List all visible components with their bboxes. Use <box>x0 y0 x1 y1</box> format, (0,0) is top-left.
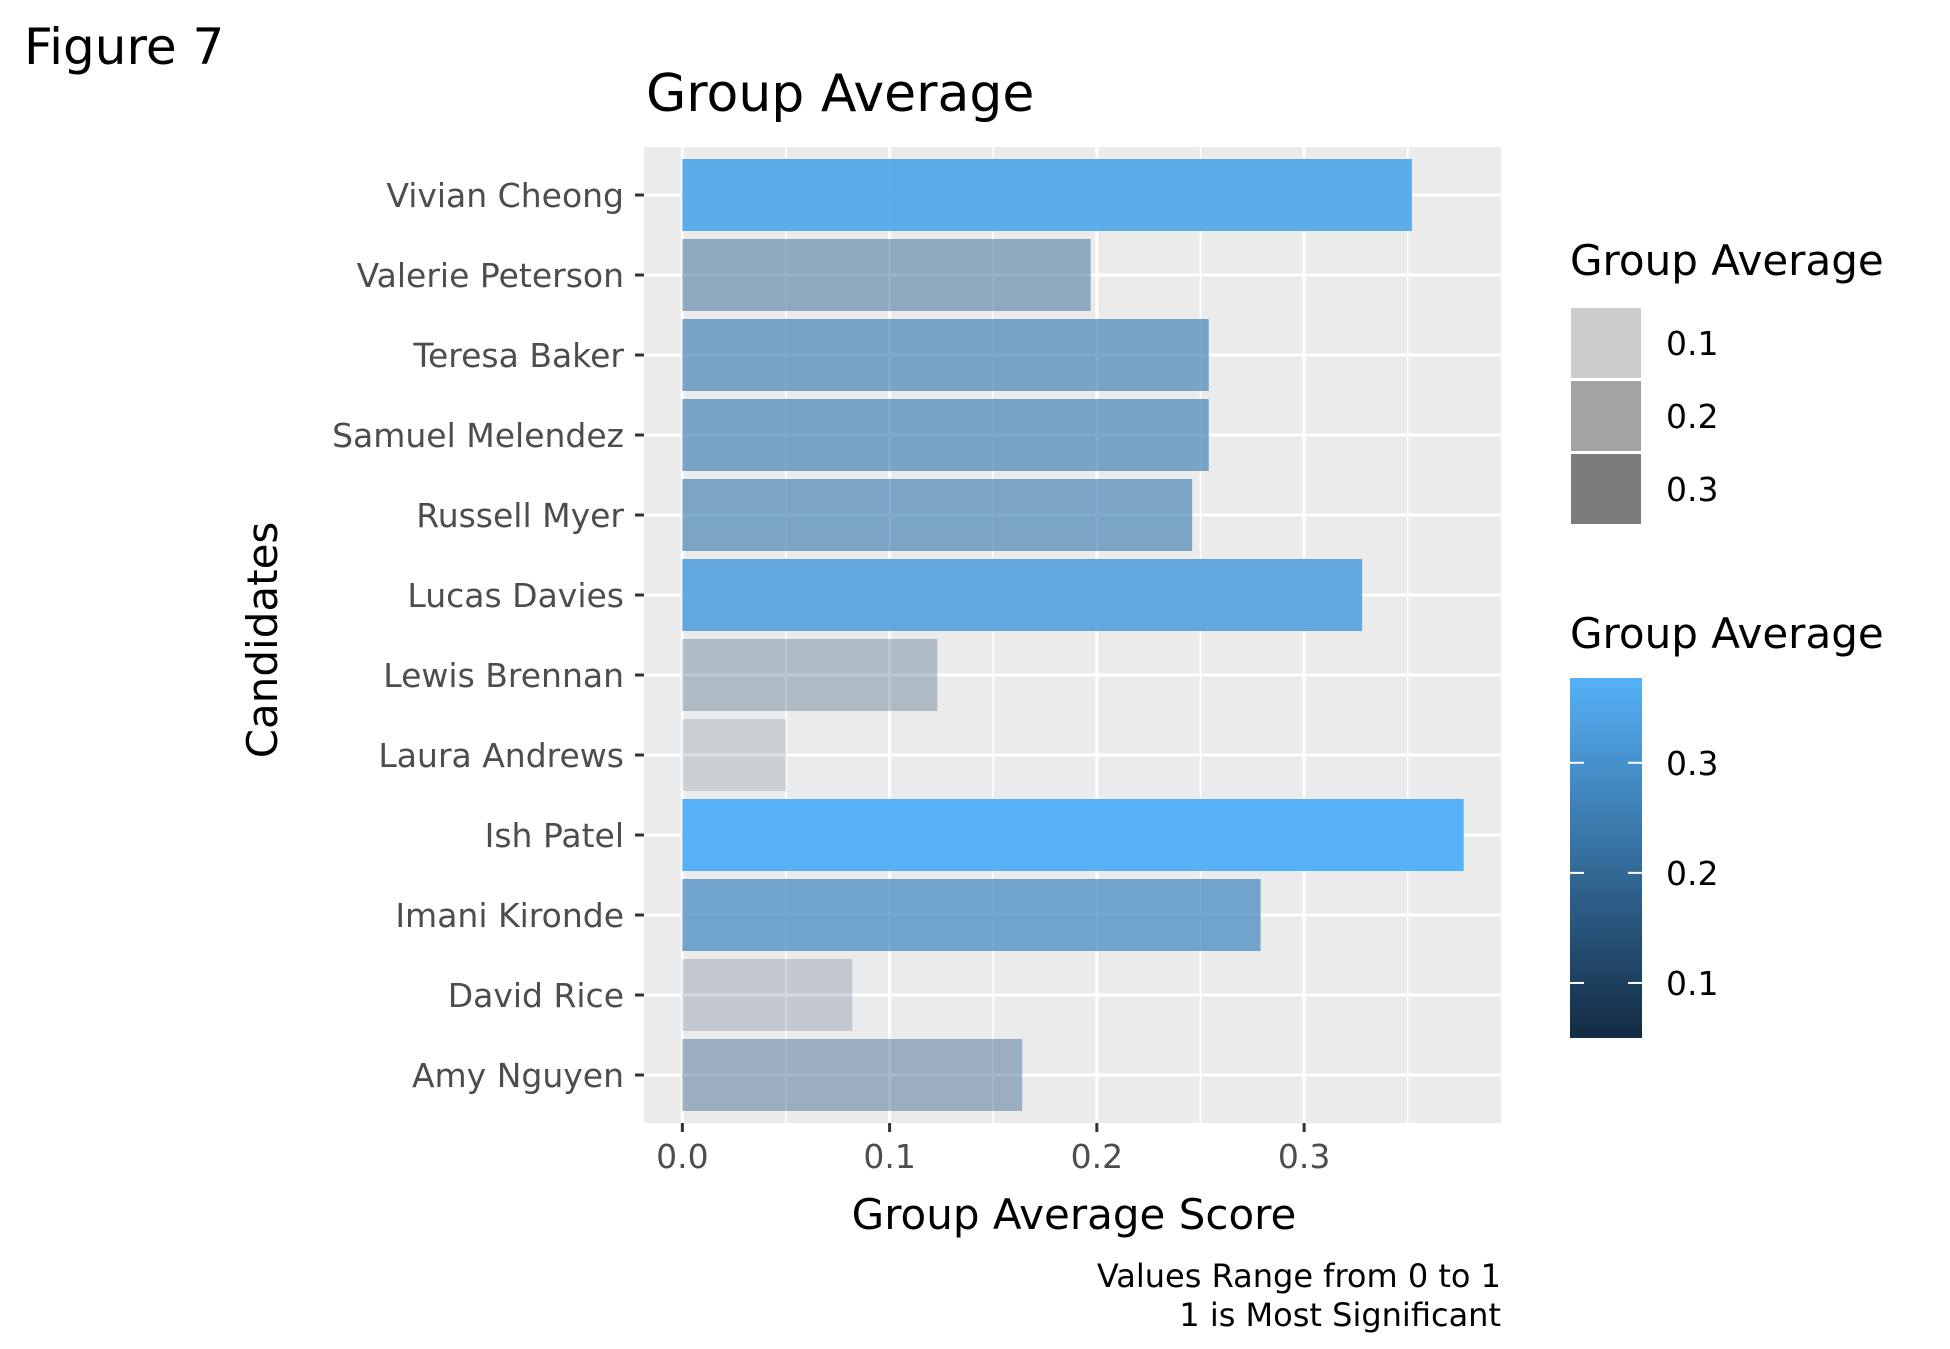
color-legend: Group Average 0.3 0.2 0.1 <box>1570 609 1884 1038</box>
y-tick-label: Imani Kironde <box>395 896 624 935</box>
bar <box>682 879 1261 951</box>
alpha-legend-label: 0.1 <box>1666 324 1718 363</box>
bar <box>682 719 786 791</box>
color-legend-title: Group Average <box>1570 609 1884 658</box>
alpha-legend-swatch <box>1569 379 1643 453</box>
bar <box>682 399 1209 471</box>
y-tick-label: Valerie Peterson <box>357 256 624 295</box>
bar <box>682 639 938 711</box>
y-axis: Vivian Cheong Valerie Peterson Teresa Bake… <box>332 176 644 1095</box>
alpha-legend-label: 0.3 <box>1666 470 1718 509</box>
bar <box>682 1039 1023 1111</box>
alpha-legend-label: 0.2 <box>1666 397 1718 436</box>
x-tick-label: 0.1 <box>863 1137 915 1176</box>
x-tick-label: 0.3 <box>1278 1137 1330 1176</box>
colorbar-label: 0.3 <box>1666 744 1718 783</box>
colorbar-label: 0.2 <box>1666 854 1718 893</box>
alpha-legend-swatch <box>1569 452 1643 526</box>
y-tick-label: Russell Myer <box>416 496 624 535</box>
colorbar-ticks: 0.3 0.2 0.1 <box>1570 744 1718 1003</box>
y-tick-label: Lucas Davies <box>407 576 624 615</box>
y-axis-title: Candidates <box>238 522 287 759</box>
alpha-legend-swatch <box>1569 306 1643 380</box>
colorbar-label: 0.1 <box>1666 964 1718 1003</box>
y-tick-label: Lewis Brennan <box>383 656 624 695</box>
chart-title: Group Average <box>646 64 1034 124</box>
alpha-legend-keys: 0.1 0.2 0.3 <box>1569 306 1718 526</box>
alpha-legend-title: Group Average <box>1570 236 1884 285</box>
y-tick-label: Teresa Baker <box>412 336 624 375</box>
x-axis: 0.0 0.1 0.2 0.3 <box>656 1123 1330 1176</box>
alpha-legend: Group Average 0.1 0.2 0.3 <box>1569 236 1884 526</box>
bar <box>682 479 1193 551</box>
bar <box>682 799 1464 871</box>
plot-area <box>644 147 1501 1123</box>
y-tick-label: David Rice <box>448 976 624 1015</box>
y-tick-label: Laura Andrews <box>378 736 624 775</box>
bar <box>682 239 1091 311</box>
x-tick-label: 0.0 <box>656 1137 708 1176</box>
y-tick-label: Vivian Cheong <box>386 176 624 215</box>
bar <box>682 559 1363 631</box>
colorbar <box>1570 678 1642 1038</box>
bar <box>682 159 1412 231</box>
bar <box>682 959 853 1031</box>
bars <box>682 159 1464 1111</box>
x-axis-title: Group Average Score <box>852 1190 1297 1239</box>
x-tick-label: 0.2 <box>1071 1137 1123 1176</box>
y-tick-label: Samuel Melendez <box>332 416 624 455</box>
y-tick-label: Amy Nguyen <box>412 1056 624 1095</box>
caption-line-1: Values Range from 0 to 1 <box>1097 1257 1501 1295</box>
caption-line-2: 1 is Most Significant <box>1179 1296 1501 1334</box>
bar <box>682 319 1209 391</box>
y-tick-label: Ish Patel <box>485 816 624 855</box>
figure-label: Figure 7 <box>24 18 224 76</box>
